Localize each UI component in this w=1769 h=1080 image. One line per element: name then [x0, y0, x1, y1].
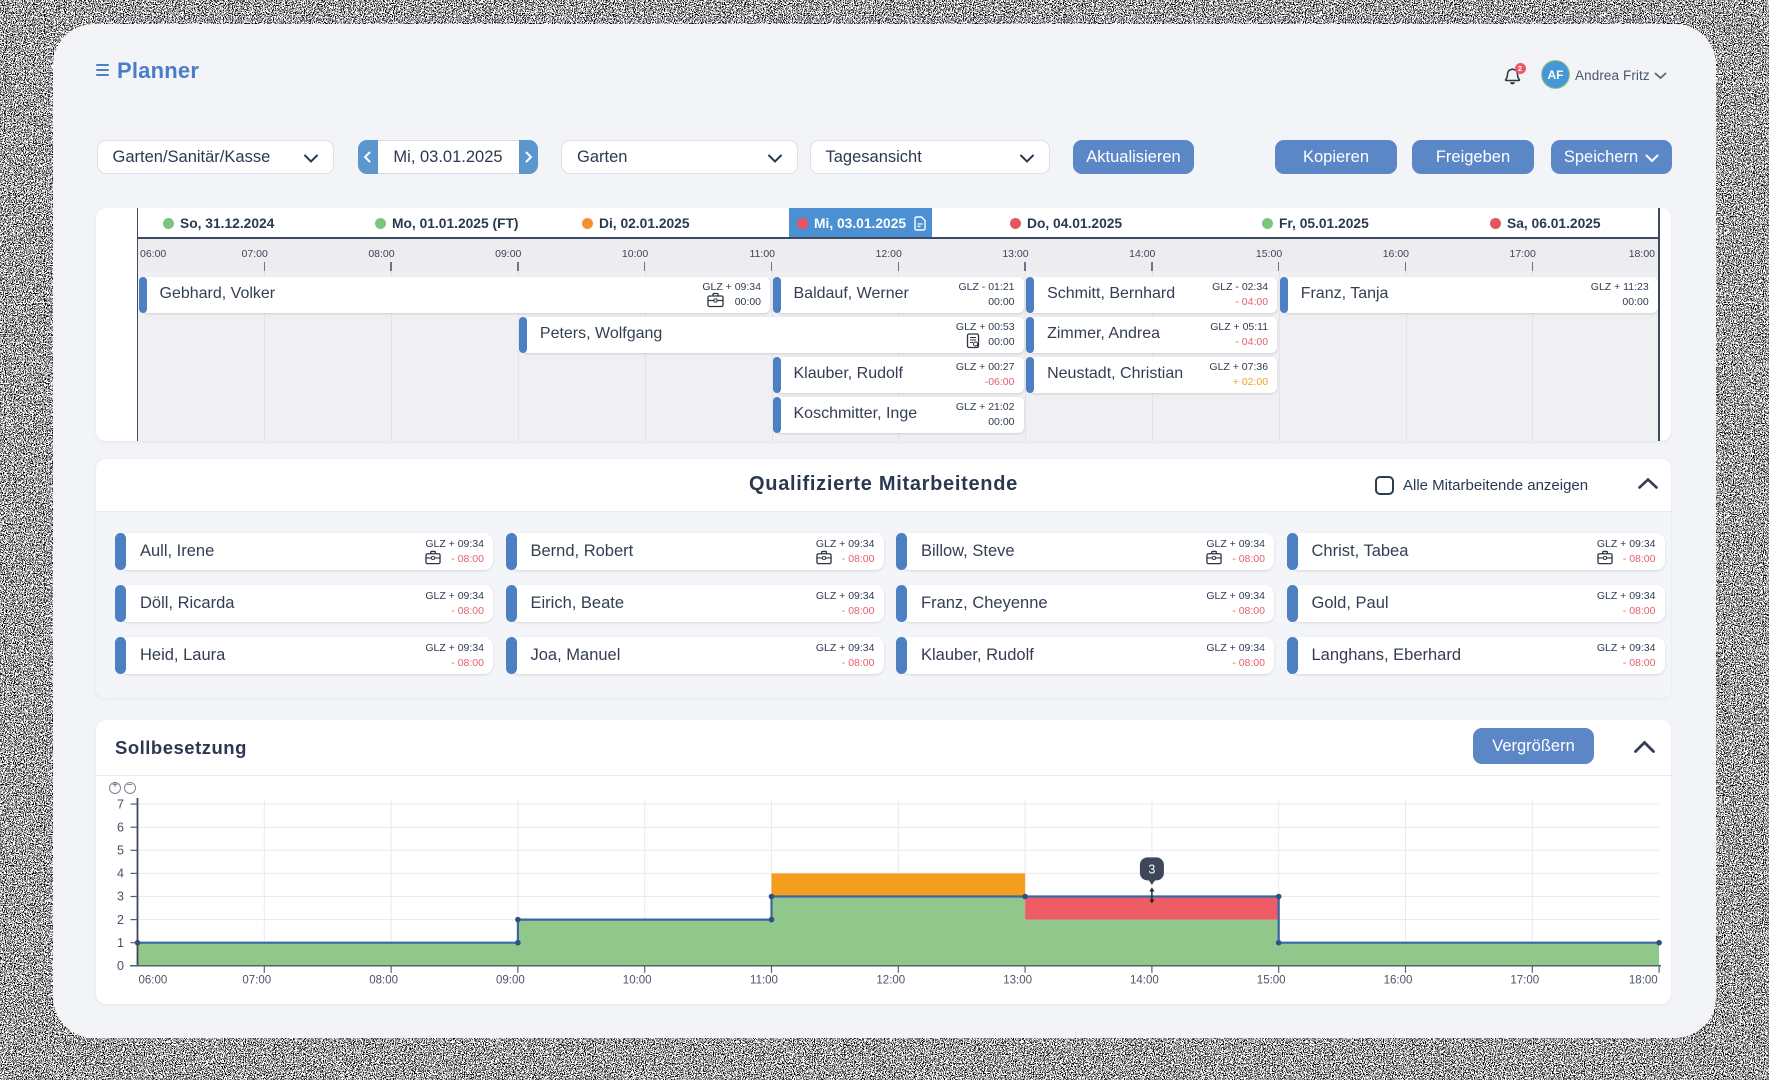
svg-text:3: 3: [1148, 863, 1155, 877]
svg-text:3: 3: [117, 890, 124, 904]
svg-text:08:00: 08:00: [369, 975, 398, 987]
svg-text:17:00: 17:00: [1510, 975, 1539, 987]
svg-text:12:00: 12:00: [876, 975, 905, 987]
svg-text:13:00: 13:00: [1003, 975, 1032, 987]
svg-text:7: 7: [117, 797, 124, 811]
svg-text:2: 2: [117, 913, 124, 927]
svg-text:14:00: 14:00: [1130, 975, 1159, 987]
svg-text:15:00: 15:00: [1257, 975, 1286, 987]
svg-text:6: 6: [117, 820, 124, 834]
svg-text:11:00: 11:00: [750, 975, 778, 987]
svg-text:10:00: 10:00: [623, 975, 652, 987]
svg-text:0: 0: [117, 959, 124, 973]
svg-text:1: 1: [117, 936, 124, 950]
svg-text:5: 5: [117, 844, 124, 858]
svg-text:16:00: 16:00: [1384, 975, 1413, 987]
svg-text:4: 4: [117, 867, 124, 881]
svg-text:06:00: 06:00: [139, 975, 168, 987]
svg-text:09:00: 09:00: [496, 975, 525, 987]
svg-text:18:00: 18:00: [1629, 975, 1658, 987]
svg-text:07:00: 07:00: [242, 975, 271, 987]
